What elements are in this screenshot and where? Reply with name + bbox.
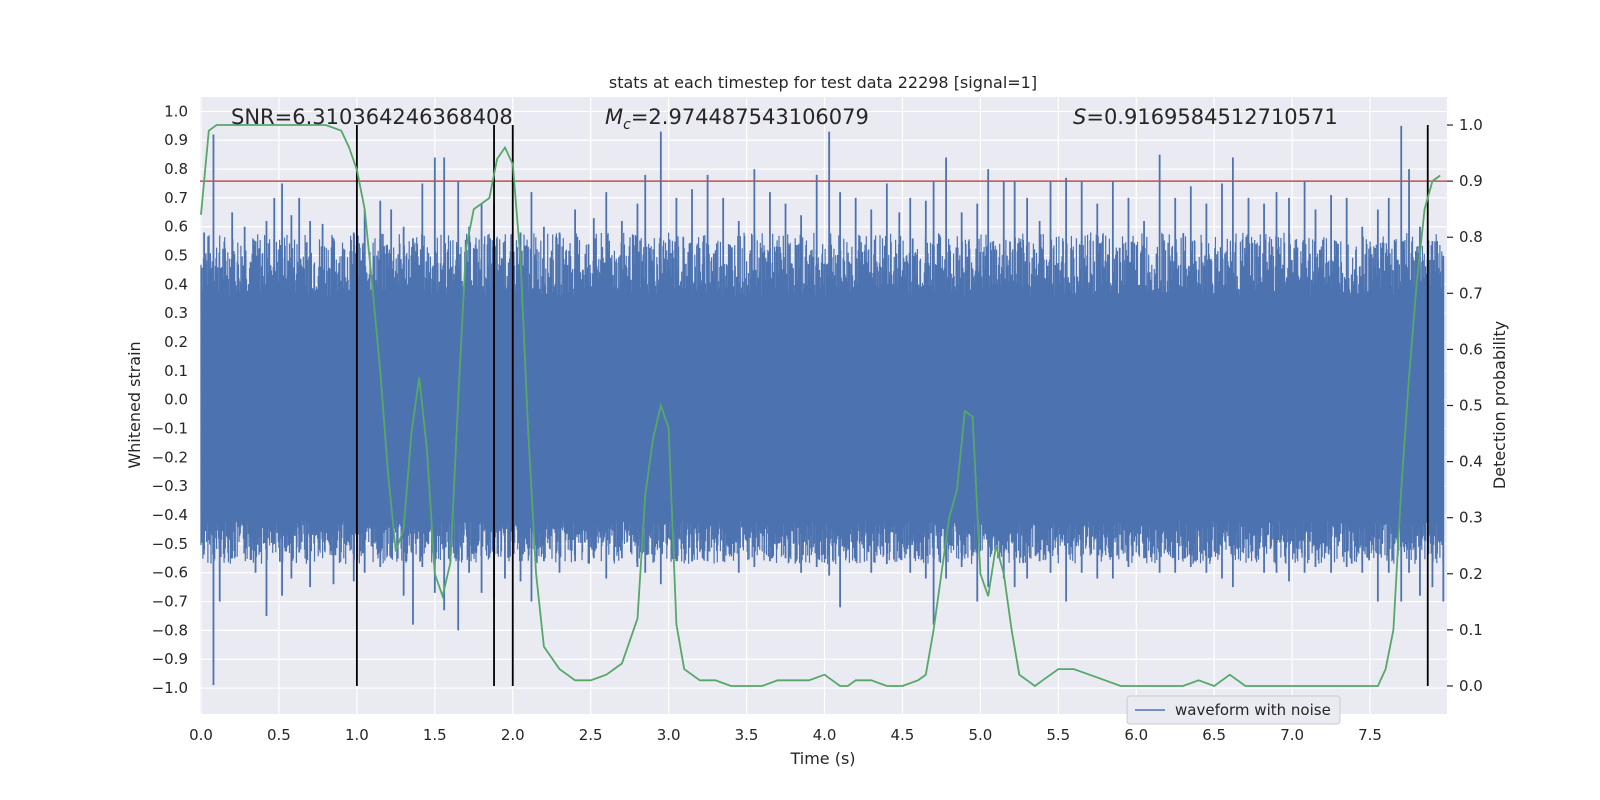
x-tick-label: 4.5 (891, 726, 915, 744)
y-left-tick-label: −0.7 (152, 593, 188, 611)
y-axis-right-label: Detection probability (1490, 321, 1509, 489)
x-tick-label: 0.0 (189, 726, 213, 744)
x-tick-label: 7.5 (1358, 726, 1382, 744)
chirp-mass-subscript: c (623, 117, 631, 133)
y-axis-right-ticks: 1.0 0.9 0.8 0.7 0.6 0.5 0.4 0.3 0.2 0.1 0.0 (1447, 116, 1483, 695)
x-axis-label: Time (s) (789, 749, 855, 768)
y-right-tick-label: 0.2 (1459, 565, 1483, 583)
y-right-tick-label: 0.6 (1459, 340, 1483, 358)
x-tick-label: 5.5 (1046, 726, 1070, 744)
vertical-markers (355, 125, 1429, 686)
y-left-tick-label: 0.8 (164, 160, 188, 178)
snr-annotation: SNR=6.310364246368408 (231, 105, 513, 129)
y-left-tick-label: 1.0 (164, 102, 188, 120)
chirp-mass-symbol: M (605, 105, 623, 129)
y-axis-left-label: Whitened strain (125, 341, 144, 468)
y-left-tick-label: −0.4 (152, 506, 188, 524)
y-left-tick-label: 0.1 (164, 362, 188, 380)
waveform-noise (200, 232, 1444, 565)
y-right-tick-label: 0.1 (1459, 621, 1483, 639)
legend-box (1126, 695, 1341, 725)
x-tick-label: 2.0 (501, 726, 525, 744)
y-right-tick-label: 0.8 (1459, 228, 1483, 246)
x-tick-label: 6.5 (1202, 726, 1226, 744)
y-left-tick-label: 0.7 (164, 189, 188, 207)
y-left-tick-label: 0.6 (164, 218, 188, 236)
y-left-tick-label: 0.3 (164, 304, 188, 322)
x-tick-label: 1.0 (345, 726, 369, 744)
y-right-tick-label: 1.0 (1459, 116, 1483, 134)
y-left-tick-label: −1.0 (152, 679, 188, 697)
y-left-tick-label: −0.3 (152, 477, 188, 495)
x-tick-label: 3.5 (735, 726, 759, 744)
chirp-mass-annotation: Mc=2.974487543106079 (605, 105, 869, 133)
y-axis-left-ticks: 1.0 0.9 0.8 0.7 0.6 0.5 0.4 0.3 0.2 0.1 0.0 −0.1 −0.… (152, 102, 188, 697)
chart-title: stats at each timestep for test data 222… (609, 73, 1037, 92)
y-right-tick-label: 0.5 (1459, 397, 1483, 415)
y-left-tick-label: −0.2 (152, 448, 188, 466)
s-annotation: S=0.9169584512710571 (1073, 105, 1338, 129)
probability-line (200, 124, 1441, 688)
x-tick-label: 6.0 (1124, 726, 1148, 744)
y-left-tick-label: 0.0 (164, 391, 188, 409)
legend: waveform with noise (1126, 695, 1341, 725)
x-axis-ticks: 0.0 0.5 1.0 1.5 2.0 2.5 3.0 3.5 4.0 4.5 5.0 5.5 6.0 6… (189, 726, 1382, 744)
plot-area (200, 124, 1447, 688)
x-tick-label: 1.5 (423, 726, 447, 744)
y-left-tick-label: 0.5 (164, 247, 188, 265)
x-tick-label: 4.0 (813, 726, 837, 744)
x-tick-label: 0.5 (267, 726, 291, 744)
y-right-tick-label: 0.4 (1459, 453, 1483, 471)
y-left-tick-label: −0.8 (152, 621, 188, 639)
y-left-tick-label: −0.5 (152, 535, 188, 553)
y-left-tick-label: 0.4 (164, 275, 188, 293)
probability-series (200, 124, 1441, 688)
y-left-tick-label: 0.9 (164, 131, 188, 149)
legend-label: waveform with noise (1175, 701, 1331, 719)
y-left-tick-label: −0.6 (152, 564, 188, 582)
s-symbol: S (1073, 105, 1086, 129)
y-left-tick-label: −0.9 (152, 650, 188, 668)
y-left-tick-label: 0.2 (164, 333, 188, 351)
x-tick-label: 5.0 (968, 726, 992, 744)
s-value: =0.9169584512710571 (1086, 105, 1337, 129)
y-left-tick-label: −0.1 (152, 420, 188, 438)
x-tick-label: 7.0 (1280, 726, 1304, 744)
x-tick-label: 3.0 (657, 726, 681, 744)
y-right-tick-label: 0.0 (1459, 677, 1483, 695)
chirp-mass-value: =2.974487543106079 (631, 105, 869, 129)
x-tick-label: 2.5 (579, 726, 603, 744)
y-right-tick-label: 0.9 (1459, 172, 1483, 190)
y-right-tick-label: 0.3 (1459, 509, 1483, 527)
y-right-tick-label: 0.7 (1459, 284, 1483, 302)
